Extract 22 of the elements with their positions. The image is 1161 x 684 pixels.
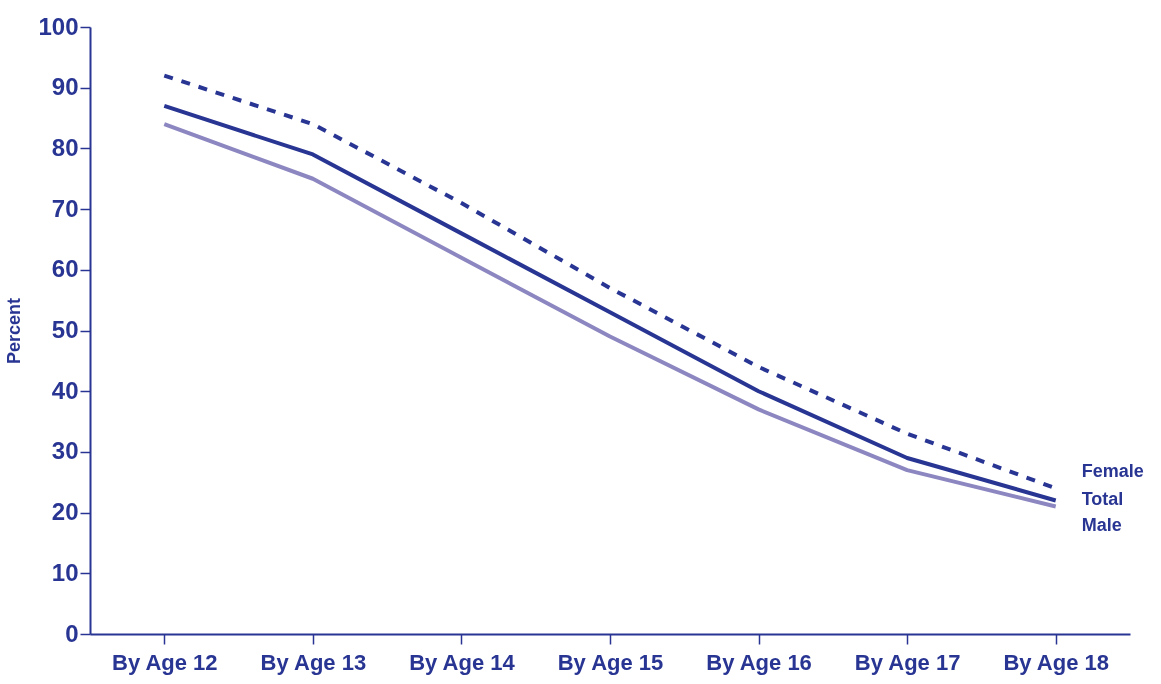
x-tick-label: By Age 14: [409, 649, 516, 675]
series-label: Female: [1081, 461, 1144, 482]
y-tick-label: 100: [38, 12, 79, 40]
y-tick-label: 70: [51, 194, 79, 222]
y-tick-label: 50: [51, 316, 79, 343]
x-tick-label: By Age 12: [112, 649, 218, 675]
y-tick-label: 20: [51, 498, 79, 526]
series-label: Total: [1081, 489, 1124, 510]
x-tick-label: By Age 13: [260, 649, 367, 675]
y-tick-label: 0: [65, 619, 79, 647]
y-tick-label: 30: [51, 437, 79, 465]
y-tick-label: 80: [51, 133, 79, 161]
y-tick-label: 10: [51, 558, 79, 586]
y-axis-title: Percent: [4, 297, 25, 365]
y-tick-label: 40: [51, 376, 79, 404]
series-label: Male: [1081, 514, 1122, 535]
y-tick-label: 90: [51, 73, 79, 101]
x-tick-label: By Age 16: [706, 649, 812, 675]
y-tick-label: 60: [51, 255, 79, 283]
x-tick-label: By Age 15: [557, 649, 664, 675]
x-tick-label: By Age 17: [854, 649, 961, 675]
x-tick-label: By Age 18: [1003, 649, 1109, 675]
